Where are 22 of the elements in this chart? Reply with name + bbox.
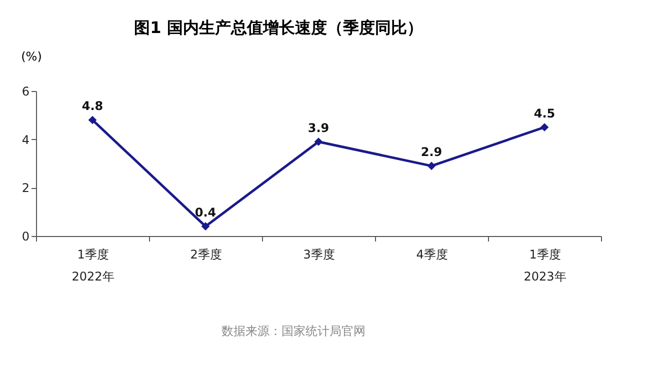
x-tick-label: 3季度 xyxy=(303,248,335,262)
x-tick-label: 1季度 2023年 xyxy=(524,248,566,284)
point xyxy=(540,123,549,132)
point xyxy=(427,162,436,170)
source-note: 数据来源：国家统计局官网 xyxy=(222,324,366,338)
data-label: 4.5 xyxy=(534,106,556,120)
data-label: 4.8 xyxy=(82,99,104,113)
x-tick-label: 4季度 xyxy=(416,248,448,262)
point xyxy=(88,116,97,124)
data-label: 0.4 xyxy=(194,205,216,220)
x-tick-label: 1季度 2022年 xyxy=(72,248,114,284)
y-tick-label: 6 xyxy=(22,84,30,98)
y-axis-title: (%) xyxy=(21,50,42,64)
point xyxy=(201,222,210,231)
y-tick-label: 0 xyxy=(22,230,30,244)
y-tick-label: 2 xyxy=(22,181,30,196)
x-tick-label: 2季度 xyxy=(190,248,222,262)
y-tick-label: 4 xyxy=(22,132,30,147)
data-label: 3.9 xyxy=(308,120,330,135)
point xyxy=(314,138,323,146)
chart-title: 图1 国内生产总值增长速度（季度同比） xyxy=(134,18,423,37)
data-label: 2.9 xyxy=(420,144,442,159)
